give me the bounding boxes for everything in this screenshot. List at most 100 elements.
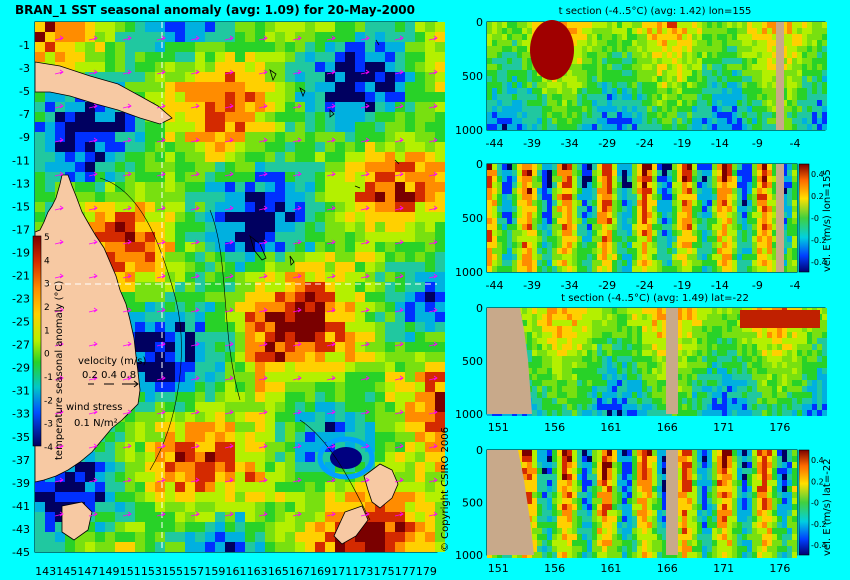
map-cell [155,502,165,512]
section-cell [567,176,572,182]
section-cell [522,52,527,58]
wind-arrow [156,341,166,347]
section-cell [572,206,577,212]
map-cell [295,22,305,32]
section-cell [707,230,712,236]
section-cell [642,260,647,266]
map-cell [375,212,385,222]
map-cell [405,72,415,82]
section-x-tick-label: -4 [789,137,800,150]
section-cell [677,70,682,76]
map-cell [125,452,135,462]
map-cell [275,542,285,552]
map-cell [45,492,55,502]
section-y-tick-label: 500 [462,70,483,83]
map-cell [255,432,265,442]
section-cell [532,188,537,194]
section-cell [707,34,712,40]
section-cell [792,248,797,254]
map-cell [195,422,205,432]
map-cell [95,532,105,542]
section-cell [792,200,797,206]
section-cell [752,76,757,82]
section-cell [577,82,582,88]
section2-land [776,164,784,272]
map-cell [305,112,315,122]
map-x-tick-label: 177 [395,565,416,578]
section-cell [732,28,737,34]
section-cell [687,170,692,176]
wind-arrow [428,409,438,415]
section-cell [732,82,737,88]
map-cell [315,392,325,402]
section-cell [542,88,547,94]
section-cell [557,266,562,272]
map-cell [435,372,445,382]
wind-arrow [428,477,438,483]
map-cell [415,342,425,352]
section-cell [572,200,577,206]
section-cell [592,88,597,94]
section-cell [692,176,697,182]
map-cell [255,382,265,392]
section-cell [557,170,562,176]
section-cell [797,82,802,88]
map-cell [315,102,325,112]
wind-arrow [394,409,404,415]
map-cell [165,222,175,232]
map-cell [145,482,155,492]
map-cell [45,52,55,62]
section-cell [587,34,592,40]
section-cell [702,70,707,76]
map-cell [125,62,135,72]
section-cell [522,206,527,212]
map-cell [225,312,235,322]
map-cell [145,352,155,362]
map-cell [95,42,105,52]
section-cell [497,242,502,248]
section-cell [747,242,752,248]
map-cell [355,222,365,232]
map-cell [95,192,105,202]
wind-arrow [428,341,438,347]
section-cell [677,224,682,230]
section-cell [722,28,727,34]
map-cell [385,392,395,402]
map-cell [335,502,345,512]
section-cell [602,200,607,206]
section-cell [767,82,772,88]
map-cell [285,362,295,372]
section-cell [722,218,727,224]
section-cell [522,170,527,176]
map-cell [335,272,345,282]
wind-arrow [258,307,268,313]
section-cell [737,176,742,182]
section-cell [627,40,632,46]
section-cell [682,248,687,254]
wind-arrow [122,307,132,313]
map-cell [155,132,165,142]
section-cell [572,124,577,130]
section-cell [762,212,767,218]
section-cell [717,164,722,170]
section-cell [767,118,772,124]
section-cell [627,260,632,266]
wind-arrow [258,375,268,381]
map-cell [155,382,165,392]
section-cell [507,40,512,46]
map-cell [245,182,255,192]
map-cell [395,402,405,412]
section-cell [627,212,632,218]
wind-arrow [122,477,132,483]
map-cell [395,172,405,182]
section-cell [647,94,652,100]
map-cell [345,252,355,262]
map-cell [55,162,65,172]
section-cell [622,260,627,266]
map-cell [205,402,215,412]
map-cell [35,172,45,182]
section-cell [582,206,587,212]
section-cell [502,200,507,206]
map-cell [55,472,65,482]
map-cell [325,512,335,522]
